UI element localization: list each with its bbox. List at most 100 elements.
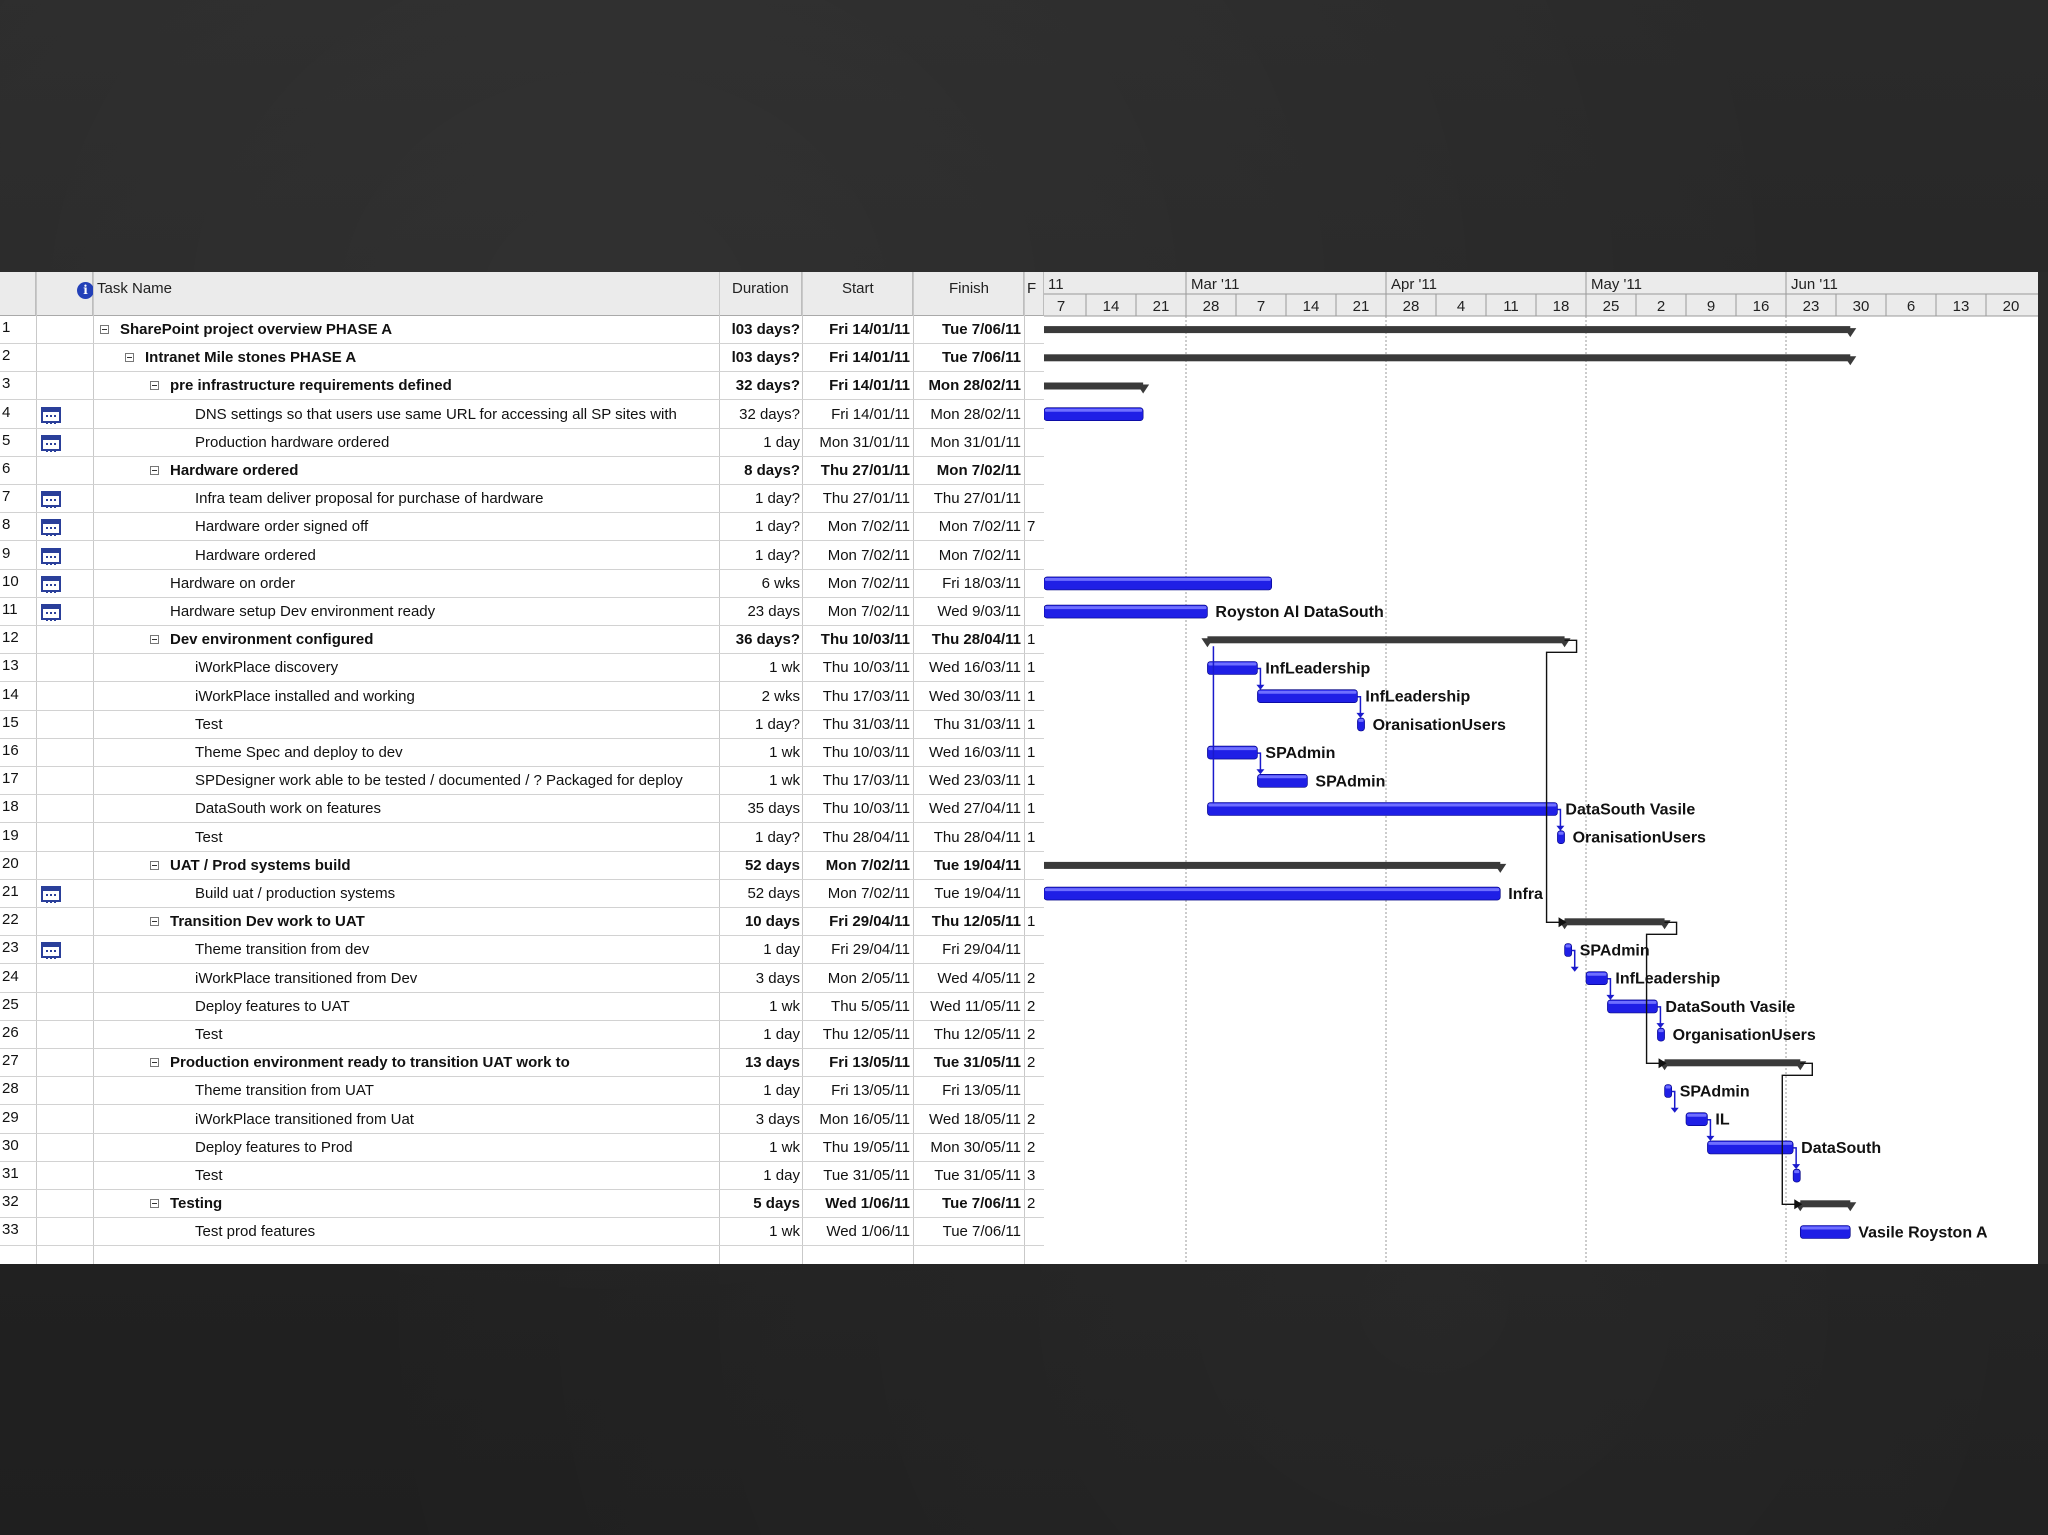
task-row[interactable]: 1 SharePoint project overview PHASE A l03 … xyxy=(0,316,1044,344)
task-finish[interactable]: Mon 7/02/11 xyxy=(938,518,1021,536)
task-row[interactable]: 2 Intranet Mile stones PHASE A l03 days? Fr… xyxy=(0,344,1044,373)
row-number[interactable]: 19 xyxy=(2,826,19,844)
task-start[interactable]: Thu 10/03/11 xyxy=(822,744,910,761)
task-duration[interactable]: 1 wk xyxy=(769,1223,800,1241)
row-number[interactable]: 33 xyxy=(2,1221,19,1239)
task-row[interactable]: 3 pre infrastructure requirements defined… xyxy=(0,372,1044,401)
task-start[interactable]: Fri 14/01/11 xyxy=(829,349,910,367)
task-row[interactable]: 27 Production environment ready to transi… xyxy=(0,1049,1044,1078)
task-duration[interactable]: 3 days xyxy=(755,1110,800,1128)
task-name[interactable]: Hardware setup Dev environment ready xyxy=(170,603,436,620)
task-duration[interactable]: 32 days? xyxy=(735,377,800,395)
task-start[interactable]: Thu 10/03/11 xyxy=(822,800,910,818)
task-duration[interactable]: 3 days xyxy=(755,969,800,987)
row-number[interactable]: 10 xyxy=(2,572,19,590)
task-name[interactable]: iWorkPlace discovery xyxy=(195,659,339,677)
task-row[interactable]: 21 Build uat / production systems 52 days M… xyxy=(0,880,1044,908)
row-number[interactable]: 16 xyxy=(2,742,19,759)
task-row[interactable]: 26 Test 1 day Thu 12/05/11 Thu 12/05/11 2 xyxy=(0,1021,1044,1049)
task-duration[interactable]: 32 days? xyxy=(739,405,800,423)
task-start[interactable]: Fri 13/05/11 xyxy=(829,1054,910,1072)
task-name[interactable]: Hardware ordered xyxy=(170,462,299,479)
task-predecessor[interactable]: 1 xyxy=(1027,800,1036,818)
task-finish[interactable]: Wed 23/03/11 xyxy=(928,772,1021,790)
task-predecessor[interactable]: 1 xyxy=(1027,715,1036,733)
task-finish[interactable]: Thu 12/05/11 xyxy=(933,1026,1021,1043)
collapse-toggle-icon[interactable] xyxy=(150,381,159,391)
task-duration[interactable]: 2 wks xyxy=(761,687,800,705)
task-row[interactable]: 33 Test prod features 1 wk Wed 1/06/11 Tue 7… xyxy=(0,1218,1044,1247)
task-finish[interactable]: Thu 12/05/11 xyxy=(931,913,1021,931)
task-finish[interactable]: Thu 31/03/11 xyxy=(933,715,1021,733)
duration-header[interactable]: Duration xyxy=(720,272,802,316)
task-duration[interactable]: 13 days xyxy=(744,1054,800,1072)
task-start[interactable]: Fri 14/01/11 xyxy=(831,405,910,423)
task-duration[interactable]: 52 days xyxy=(747,885,800,902)
collapse-toggle-icon[interactable] xyxy=(100,325,109,334)
task-name[interactable]: iWorkPlace installed and working xyxy=(195,687,415,705)
task-name[interactable]: UAT / Prod systems build xyxy=(170,856,351,874)
task-duration[interactable]: 1 day? xyxy=(754,490,800,508)
row-number[interactable]: 29 xyxy=(2,1108,19,1126)
row-number[interactable]: 28 xyxy=(2,1080,19,1098)
task-name[interactable]: Theme Spec and deploy to dev xyxy=(195,744,403,761)
task-name[interactable]: DataSouth work on features xyxy=(195,800,381,818)
task-predecessor[interactable]: 2 xyxy=(1027,997,1036,1015)
task-start[interactable]: Mon 31/01/11 xyxy=(819,433,910,451)
task-name[interactable]: Test xyxy=(195,715,223,733)
task-duration[interactable]: 1 day? xyxy=(754,546,800,564)
task-duration[interactable]: 23 days xyxy=(747,603,800,620)
task-finish[interactable]: Tue 31/05/11 xyxy=(933,1054,1021,1072)
row-number[interactable]: 15 xyxy=(2,713,19,731)
row-number[interactable]: 8 xyxy=(2,516,11,534)
task-duration[interactable]: l03 days? xyxy=(731,349,800,367)
task-start[interactable]: Mon 7/02/11 xyxy=(825,856,910,874)
task-duration[interactable]: 1 wk xyxy=(769,659,800,677)
task-predecessor[interactable]: 1 xyxy=(1027,744,1036,761)
task-finish[interactable]: Wed 16/03/11 xyxy=(928,744,1021,761)
row-number[interactable]: 21 xyxy=(2,883,19,900)
task-name[interactable]: Build uat / production systems xyxy=(195,885,396,902)
task-row[interactable]: 13 iWorkPlace discovery 1 wk Thu 10/03/11 We… xyxy=(0,654,1044,683)
task-predecessor[interactable]: 1 xyxy=(1027,772,1036,790)
task-duration[interactable]: 1 wk xyxy=(769,772,800,790)
task-row[interactable]: 20 UAT / Prod systems build 52 days Mon 7/0… xyxy=(0,852,1044,880)
task-predecessor[interactable]: 3 xyxy=(1027,1167,1036,1184)
task-name[interactable]: Infra team deliver proposal for purchase… xyxy=(195,490,544,508)
task-finish[interactable]: Mon 30/05/11 xyxy=(930,1138,1021,1156)
task-finish[interactable]: Fri 18/03/11 xyxy=(942,574,1021,592)
row-number[interactable]: 22 xyxy=(2,911,19,929)
task-name[interactable]: DNS settings so that users use same URL … xyxy=(195,405,677,423)
task-row[interactable]: 22 Transition Dev work to UAT 10 days Fri 2… xyxy=(0,908,1044,937)
row-number[interactable]: 30 xyxy=(2,1136,19,1154)
task-start[interactable]: Wed 1/06/11 xyxy=(826,1223,910,1241)
task-predecessor[interactable]: 2 xyxy=(1027,1026,1036,1043)
collapse-toggle-icon[interactable] xyxy=(125,353,134,363)
task-start[interactable]: Thu 27/01/11 xyxy=(822,490,910,508)
task-name[interactable]: Testing xyxy=(170,1195,223,1213)
task-row[interactable]: 7 Infra team deliver proposal for purchas… xyxy=(0,485,1044,514)
task-finish[interactable]: Thu 27/01/11 xyxy=(933,490,1021,508)
collapse-toggle-icon[interactable] xyxy=(150,635,159,645)
task-row[interactable]: 6 Hardware ordered 8 days? Thu 27/01/11 Mon … xyxy=(0,457,1044,485)
row-number[interactable]: 27 xyxy=(2,1052,19,1070)
task-finish[interactable]: Tue 7/06/11 xyxy=(942,1223,1021,1241)
task-duration[interactable]: 6 wks xyxy=(761,574,800,592)
task-predecessor[interactable]: 1 xyxy=(1027,828,1036,846)
collapse-toggle-icon[interactable] xyxy=(150,1199,159,1209)
task-finish[interactable]: Wed 11/05/11 xyxy=(930,997,1021,1015)
row-number[interactable]: 32 xyxy=(2,1193,19,1211)
task-row[interactable]: 19 Test 1 day? Thu 28/04/11 Thu 28/04/11 1 xyxy=(0,824,1044,852)
task-duration[interactable]: 1 day xyxy=(763,1082,800,1100)
task-finish[interactable]: Mon 28/02/11 xyxy=(928,377,1021,395)
task-finish[interactable]: Wed 9/03/11 xyxy=(937,603,1021,620)
finish-header[interactable]: Finish xyxy=(913,272,1024,316)
task-finish[interactable]: Fri 29/04/11 xyxy=(942,941,1021,959)
indicators-header[interactable]: i xyxy=(36,272,94,316)
task-row[interactable]: 9 Hardware ordered 1 day? Mon 7/02/11 Mon 7/… xyxy=(0,542,1044,570)
task-start[interactable]: Thu 10/03/11 xyxy=(822,659,910,677)
task-name[interactable]: Test prod features xyxy=(195,1223,316,1241)
task-duration[interactable]: 1 day xyxy=(763,1026,800,1043)
row-number[interactable]: 20 xyxy=(2,854,19,872)
task-duration[interactable]: 1 day? xyxy=(754,828,800,846)
